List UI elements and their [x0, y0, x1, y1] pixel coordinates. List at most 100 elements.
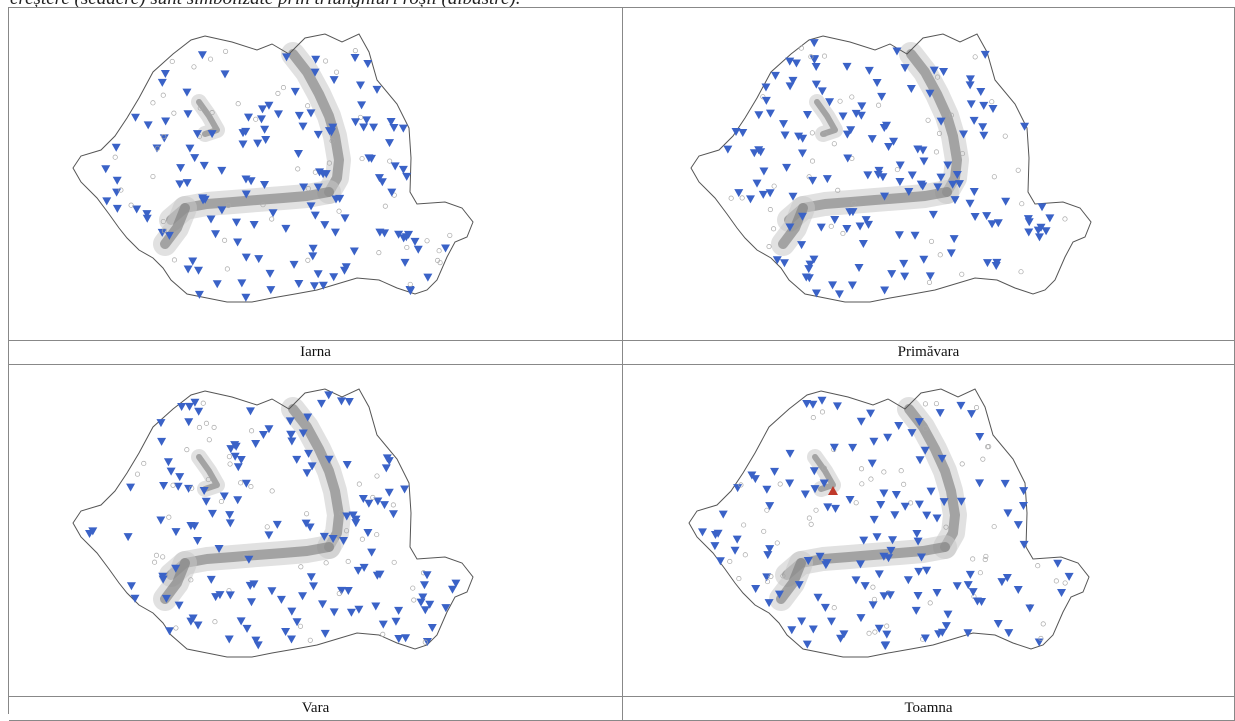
decrease-triangle-marker: [851, 576, 861, 585]
nonsignificant-circle-marker: [218, 498, 224, 505]
decrease-triangle-marker: [238, 140, 248, 149]
decrease-triangle-marker: [913, 537, 923, 546]
label-cell-primavara: Primăvara: [623, 341, 1235, 365]
nonsignificant-circle-marker: [222, 237, 228, 243]
nonsignificant-circle-marker: [858, 466, 865, 472]
decrease-triangle-marker: [754, 111, 764, 120]
nonsignificant-circle-marker: [927, 600, 933, 606]
nonsignificant-circle-marker: [884, 623, 890, 629]
decrease-triangle-marker: [338, 537, 348, 546]
decrease-triangle-marker: [967, 410, 977, 419]
decrease-triangle-marker: [260, 180, 270, 189]
decrease-triangle-marker: [286, 635, 296, 644]
decrease-triangle-marker: [367, 548, 377, 557]
decrease-triangle-marker: [956, 497, 966, 506]
decrease-triangle-marker: [242, 624, 252, 633]
decrease-triangle-marker: [160, 70, 170, 79]
romania-map-vara: [72, 388, 474, 658]
nonsignificant-circle-marker: [206, 437, 212, 443]
decrease-triangle-marker: [845, 496, 855, 505]
map-panel-toamna: [623, 365, 1235, 697]
nonsignificant-circle-marker: [295, 166, 301, 172]
nonsignificant-circle-marker: [943, 524, 949, 530]
decrease-triangle-marker: [273, 110, 283, 119]
nonsignificant-circle-marker: [983, 553, 989, 559]
decrease-triangle-marker: [922, 511, 932, 520]
decrease-triangle-marker: [756, 148, 766, 157]
decrease-triangle-marker: [398, 124, 408, 133]
decrease-triangle-marker: [982, 212, 992, 221]
decrease-triangle-marker: [324, 391, 334, 400]
decrease-triangle-marker: [268, 209, 278, 218]
decrease-triangle-marker: [956, 401, 966, 410]
decrease-triangle-marker: [318, 600, 328, 609]
decrease-triangle-marker: [241, 479, 251, 488]
decrease-triangle-marker: [928, 210, 938, 219]
decrease-triangle-marker: [217, 166, 227, 175]
decrease-triangle-marker: [194, 290, 204, 299]
decrease-triangle-marker: [163, 458, 173, 467]
decrease-triangle-marker: [828, 281, 838, 290]
decrease-triangle-marker: [246, 598, 256, 607]
nonsignificant-circle-marker: [959, 271, 965, 277]
nonsignificant-circle-marker: [894, 167, 900, 173]
nonsignificant-circle-marker: [810, 415, 816, 421]
decrease-triangle-marker: [979, 131, 989, 140]
nonsignificant-circle-marker: [410, 585, 416, 591]
decrease-triangle-marker: [253, 641, 263, 650]
decrease-triangle-marker: [112, 204, 122, 213]
decrease-triangle-marker: [869, 515, 879, 524]
decrease-triangle-marker: [843, 154, 853, 163]
decrease-triangle-marker: [394, 230, 404, 239]
nonsignificant-circle-marker: [837, 98, 843, 104]
decrease-triangle-marker: [272, 520, 282, 529]
decrease-triangle-marker: [244, 555, 254, 564]
decrease-triangle-marker: [859, 536, 869, 545]
nonsignificant-circle-marker: [989, 99, 995, 105]
decrease-triangle-marker: [965, 199, 975, 208]
nonsignificant-circle-marker: [336, 590, 342, 597]
decrease-triangle-marker: [183, 265, 193, 274]
decrease-triangle-marker: [164, 231, 174, 240]
decrease-triangle-marker: [289, 260, 299, 269]
decrease-triangle-marker: [906, 85, 916, 94]
nonsignificant-circle-marker: [264, 524, 270, 530]
decrease-triangle-marker: [1057, 588, 1067, 597]
nonsignificant-circle-marker: [808, 521, 814, 527]
decrease-triangle-marker: [772, 256, 782, 265]
decrease-triangle-marker: [892, 47, 902, 56]
decrease-triangle-marker: [880, 192, 890, 201]
decrease-triangle-marker: [879, 552, 889, 561]
decrease-triangle-marker: [867, 459, 877, 468]
nonsignificant-circle-marker: [326, 160, 332, 166]
decrease-triangle-marker: [856, 417, 866, 426]
decrease-triangle-marker: [936, 117, 946, 126]
decrease-triangle-marker: [177, 403, 187, 412]
decrease-triangle-marker: [903, 576, 913, 585]
decrease-triangle-marker: [848, 208, 858, 217]
decrease-triangle-marker: [378, 620, 388, 629]
nonsignificant-circle-marker: [901, 481, 907, 487]
decrease-triangle-marker: [811, 80, 821, 89]
nonsignificant-circle-marker: [345, 558, 351, 565]
decrease-triangle-marker: [194, 266, 204, 275]
nonsignificant-circle-marker: [859, 481, 865, 487]
decrease-triangle-marker: [765, 189, 775, 198]
nonsignificant-circle-marker: [1035, 563, 1041, 569]
decrease-triangle-marker: [1001, 197, 1011, 206]
decrease-triangle-marker: [1013, 521, 1023, 530]
decrease-triangle-marker: [922, 566, 932, 575]
decrease-triangle-marker: [164, 627, 174, 636]
decrease-triangle-marker: [920, 446, 930, 455]
decrease-triangle-marker: [979, 101, 989, 110]
decrease-triangle-marker: [391, 617, 401, 626]
decrease-triangle-marker: [88, 527, 98, 536]
decrease-triangle-marker: [987, 220, 997, 229]
decrease-triangle-marker: [423, 273, 433, 282]
decrease-triangle-marker: [326, 128, 336, 137]
decrease-triangle-marker: [919, 157, 929, 166]
decrease-triangle-marker: [142, 214, 152, 223]
decrease-triangle-marker: [1037, 203, 1047, 212]
decrease-triangle-marker: [809, 39, 819, 48]
decrease-triangle-marker: [184, 484, 194, 493]
